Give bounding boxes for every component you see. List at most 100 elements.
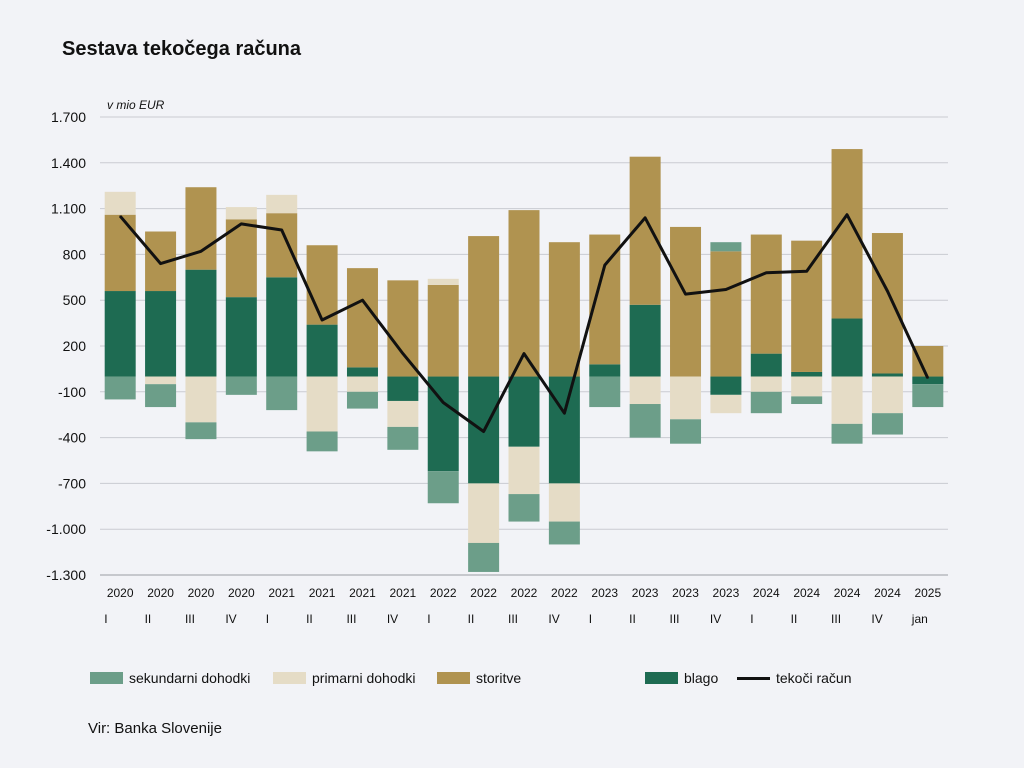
- bar-primarni-dohodki-10: [508, 446, 540, 495]
- bar-primarni-dohodki-8: [427, 278, 459, 285]
- y-tick-label: 500: [63, 292, 87, 308]
- bar-blago-19: [871, 373, 903, 377]
- x-tick-period: I: [266, 612, 269, 626]
- bar-sekundarni-dohodki-18: [831, 423, 863, 444]
- x-tick-period: II: [306, 612, 313, 626]
- legend-item-storitve: storitve: [437, 670, 521, 686]
- line-point-9: [482, 430, 485, 433]
- legend-item-blago: blago: [645, 670, 718, 686]
- bar-primarni-dohodki-18: [831, 376, 863, 424]
- bar-storitve-7: [387, 280, 419, 377]
- x-tick-year: 2024: [874, 586, 901, 600]
- source-note: Vir: Banka Slovenije: [88, 720, 222, 737]
- x-tick-period: jan: [911, 612, 928, 626]
- x-tick-year: 2020: [228, 586, 255, 600]
- legend-label-blago: blago: [684, 670, 719, 686]
- bar-sekundarni-dohodki-17: [791, 396, 823, 405]
- line-layer: [119, 213, 930, 433]
- line-point-3: [240, 223, 243, 225]
- bar-primarni-dohodki-14: [670, 376, 702, 420]
- x-tick-year: 2023: [672, 586, 699, 600]
- unit-label: v mio EUR: [107, 98, 165, 112]
- y-tick-label: 1.700: [51, 109, 86, 125]
- x-tick-period: IV: [871, 612, 882, 626]
- bar-primarni-dohodki-5: [306, 376, 338, 432]
- x-tick-year: 2024: [753, 586, 780, 600]
- bar-blago-7: [387, 376, 419, 401]
- bar-storitve-19: [871, 233, 903, 374]
- x-tick-period: IV: [710, 612, 721, 626]
- bar-blago-18: [831, 318, 863, 377]
- bar-sekundarni-dohodki-15: [710, 242, 742, 252]
- bar-primarni-dohodki-13: [629, 376, 661, 405]
- x-tick-period: II: [468, 612, 475, 626]
- bar-blago-11: [548, 376, 580, 484]
- x-tick-period: II: [145, 612, 152, 626]
- bar-storitve-2: [185, 187, 217, 270]
- x-tick-period: IV: [548, 612, 559, 626]
- bar-sekundarni-dohodki-4: [266, 376, 298, 411]
- bar-storitve-16: [750, 234, 782, 354]
- bar-sekundarni-dohodki-16: [750, 391, 782, 414]
- line-point-13: [644, 216, 646, 219]
- bar-primarni-dohodki-7: [387, 400, 419, 427]
- line-point-17: [805, 270, 808, 272]
- x-tick-year: 2020: [188, 586, 215, 600]
- x-tick-period: III: [831, 612, 841, 626]
- bar-storitve-10: [508, 210, 540, 377]
- line-point-12: [603, 264, 606, 266]
- bar-primarni-dohodki-1: [145, 376, 177, 385]
- axis-layer: 1.700 1.400 1.100 800 500 200 -100 -400 -700 -1.0…: [46, 109, 948, 626]
- bar-storitve-5: [306, 245, 338, 325]
- x-tick-period: I: [750, 612, 753, 626]
- line-point-5: [321, 319, 323, 321]
- x-tick-period: III: [346, 612, 356, 626]
- x-tick-year: 2025: [914, 586, 941, 600]
- y-tick-label: -400: [58, 430, 86, 446]
- line-point-7: [402, 352, 404, 355]
- x-tick-year: 2024: [834, 586, 861, 600]
- line-point-15: [725, 288, 727, 291]
- legend-item-tekoci-racun: tekoči račun: [737, 670, 851, 686]
- legend-item-sekundarni-dohodki: sekundarni dohodki: [90, 670, 250, 686]
- bar-primarni-dohodki-19: [871, 376, 903, 414]
- y-tick-label: 800: [63, 246, 87, 262]
- y-tick-label: 1.100: [51, 201, 86, 217]
- bar-storitve-9: [468, 236, 500, 377]
- bar-primarni-dohodki-4: [266, 194, 298, 214]
- x-tick-year: 2020: [107, 586, 134, 600]
- y-tick-label: -1.300: [46, 567, 86, 583]
- bar-primarni-dohodki-0: [104, 191, 136, 215]
- line-point-6: [361, 299, 364, 302]
- line-point-19: [886, 290, 889, 292]
- x-tick-year: 2020: [147, 586, 174, 600]
- legend-swatch-tekoci-racun: [737, 676, 770, 680]
- x-tick-year: 2021: [349, 586, 376, 600]
- bar-blago-10: [508, 376, 540, 447]
- x-tick-period: IV: [225, 612, 236, 626]
- x-tick-year: 2022: [430, 586, 457, 600]
- bar-primarni-dohodki-9: [468, 483, 500, 543]
- bar-primarni-dohodki-16: [750, 376, 782, 392]
- legend-item-primarni-dohodki: primarni dohodki: [273, 670, 416, 686]
- x-tick-year: 2023: [591, 586, 618, 600]
- bar-blago-1: [145, 291, 177, 377]
- bar-blago-17: [791, 371, 823, 377]
- x-tick-year: 2021: [390, 586, 417, 600]
- bar-layer: [104, 149, 944, 572]
- chart-title: Sestava tekočega računa: [62, 38, 302, 60]
- legend-swatch-blago: [645, 672, 678, 684]
- bar-storitve-11: [548, 242, 580, 377]
- x-tick-year: 2023: [632, 586, 659, 600]
- bar-primarni-dohodki-6: [346, 376, 378, 392]
- bar-primarni-dohodki-15: [710, 394, 742, 414]
- line-point-18: [846, 213, 848, 216]
- line-point-2: [200, 250, 202, 253]
- line-point-11: [563, 412, 566, 414]
- y-tick-label: 1.400: [51, 155, 86, 171]
- bar-sekundarni-dohodki-13: [629, 404, 661, 438]
- x-tick-period: IV: [387, 612, 398, 626]
- x-tick-period: I: [104, 612, 107, 626]
- bar-storitve-15: [710, 251, 742, 377]
